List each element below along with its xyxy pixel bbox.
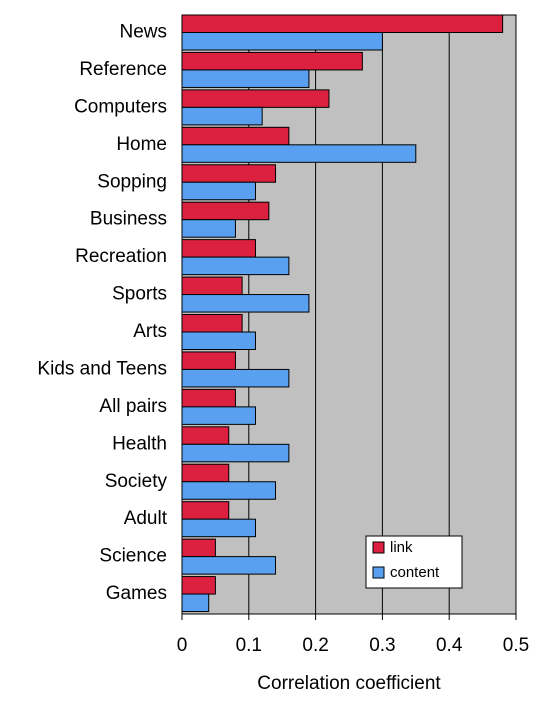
x-tick-label-1: 0.1 [236, 635, 262, 656]
x-tick-label-5: 0.5 [503, 635, 529, 656]
bar-link-5 [181, 201, 270, 221]
category-label-2: Computers [74, 96, 167, 117]
bar-link-2 [181, 89, 330, 108]
x-tick-label-3: 0.3 [369, 635, 395, 656]
bar-link-15 [181, 576, 216, 595]
category-label-12: Society [105, 471, 168, 492]
category-label-9: Kids and Teens [37, 358, 167, 379]
x-axis-title: Correlation coefficient [257, 673, 441, 694]
legend: link content [365, 535, 463, 589]
category-label-6: Recreation [75, 246, 167, 267]
bar-content-3 [181, 144, 417, 163]
x-tick-label-0: 0 [177, 635, 188, 656]
category-label-11: Health [112, 433, 167, 454]
category-label-4: Sopping [97, 171, 167, 192]
x-tick-label-4: 0.4 [436, 635, 463, 656]
legend-label-link: link [390, 539, 413, 556]
category-label-13: Adult [124, 508, 168, 529]
bar-link-4 [181, 164, 277, 183]
bar-content-2 [181, 106, 263, 126]
bar-content-10 [181, 406, 256, 425]
bars [181, 14, 504, 613]
category-label-1: Reference [79, 59, 167, 80]
bar-content-14 [181, 556, 277, 575]
legend-label-content: content [390, 564, 440, 581]
legend-swatch-link [372, 541, 385, 554]
bar-content-15 [181, 593, 210, 613]
bar-link-8 [181, 314, 243, 333]
bar-content-5 [181, 219, 236, 238]
bar-link-6 [181, 239, 256, 258]
bar-link-10 [181, 388, 236, 408]
category-labels: News Reference Computers Home Sopping Busines… [37, 22, 167, 605]
bar-link-13 [181, 501, 230, 520]
legend-swatch-content [372, 566, 385, 579]
bar-content-11 [181, 443, 290, 463]
bar-content-12 [181, 481, 277, 500]
bar-link-0 [181, 14, 504, 33]
bar-link-3 [181, 126, 290, 146]
bar-link-7 [181, 276, 243, 296]
bar-content-4 [181, 181, 256, 201]
bar-content-1 [181, 69, 310, 88]
bar-content-13 [181, 518, 256, 538]
bar-content-0 [181, 32, 383, 51]
category-label-8: Arts [133, 321, 167, 342]
x-tick-label-2: 0.2 [302, 635, 328, 656]
category-label-14: Science [99, 546, 167, 567]
bar-link-9 [181, 351, 236, 370]
category-label-3: Home [116, 134, 167, 155]
category-label-10: All pairs [99, 396, 167, 417]
bar-content-6 [181, 256, 290, 276]
bar-link-1 [181, 51, 363, 71]
bar-content-7 [181, 294, 310, 313]
x-axis-ticks: 0 0.1 0.2 0.3 0.4 0.5 [177, 614, 529, 656]
bar-link-14 [181, 538, 216, 558]
bar-link-11 [181, 426, 230, 445]
bar-link-12 [181, 463, 230, 483]
bar-content-9 [181, 368, 290, 388]
category-label-5: Business [90, 209, 167, 230]
category-label-0: News [119, 22, 167, 43]
category-label-15: Games [106, 583, 167, 604]
bar-content-8 [181, 331, 256, 350]
category-label-7: Sports [112, 284, 167, 305]
